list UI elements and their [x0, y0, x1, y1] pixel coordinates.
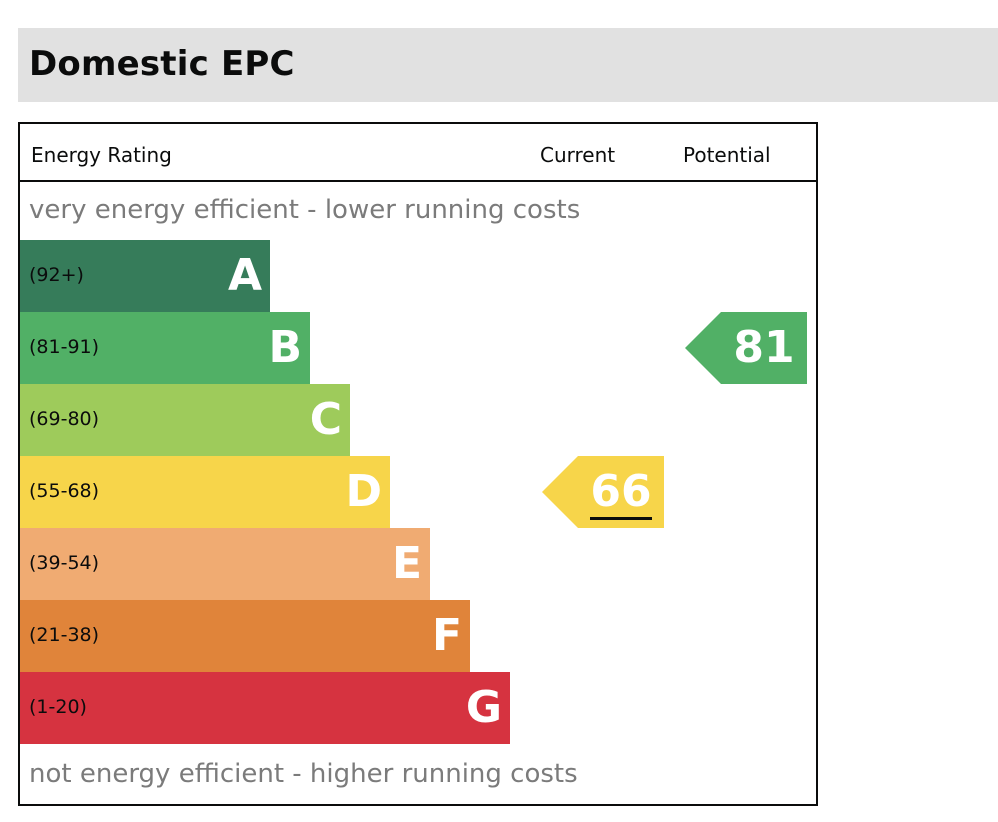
band-c: (69-80) C [20, 384, 350, 456]
band-range-label: (39-54) [29, 552, 100, 574]
header-potential: Potential [683, 143, 771, 167]
epc-chart: Energy Rating Current Potential very ene… [18, 122, 818, 806]
band-range-label: (1-20) [29, 696, 87, 718]
current-rating-marker-value: 66 [578, 464, 664, 520]
chart-header: Energy Rating Current Potential [20, 124, 816, 182]
bottom-note: not energy efficient - higher running co… [29, 759, 578, 789]
band-letter: B [268, 322, 302, 373]
band-range-label: (21-38) [29, 624, 100, 646]
band-letter: A [227, 250, 262, 301]
band-range-label: (55-68) [29, 480, 100, 502]
band-d: (55-68) D [20, 456, 390, 528]
current-rating-marker: 66 [542, 456, 664, 528]
band-e: (39-54) E [20, 528, 430, 600]
top-note: very energy efficient - lower running co… [29, 195, 581, 225]
potential-rating-marker: 81 [685, 312, 807, 384]
band-range-label: (81-91) [29, 336, 100, 358]
header-energy-rating: Energy Rating [31, 143, 172, 167]
potential-rating-marker-arrow [685, 312, 807, 384]
header-current: Current [540, 143, 616, 167]
band-a: (92+) A [20, 240, 270, 312]
band-g: (1-20) G [20, 672, 510, 744]
band-letter: C [309, 394, 342, 445]
potential-rating-marker-value: 81 [733, 322, 795, 373]
page-title: Domestic EPC [29, 44, 295, 84]
band-letter: E [391, 538, 422, 589]
band-range-label: (69-80) [29, 408, 100, 430]
band-b: (81-91) B [20, 312, 310, 384]
band-letter: G [465, 682, 502, 733]
band-letter: F [431, 610, 462, 661]
current-rating-marker-arrow [542, 456, 664, 528]
band-letter: D [345, 466, 382, 517]
band-f: (21-38) F [20, 600, 470, 672]
band-range-label: (92+) [29, 264, 84, 286]
title-bar: Domestic EPC [18, 28, 998, 102]
